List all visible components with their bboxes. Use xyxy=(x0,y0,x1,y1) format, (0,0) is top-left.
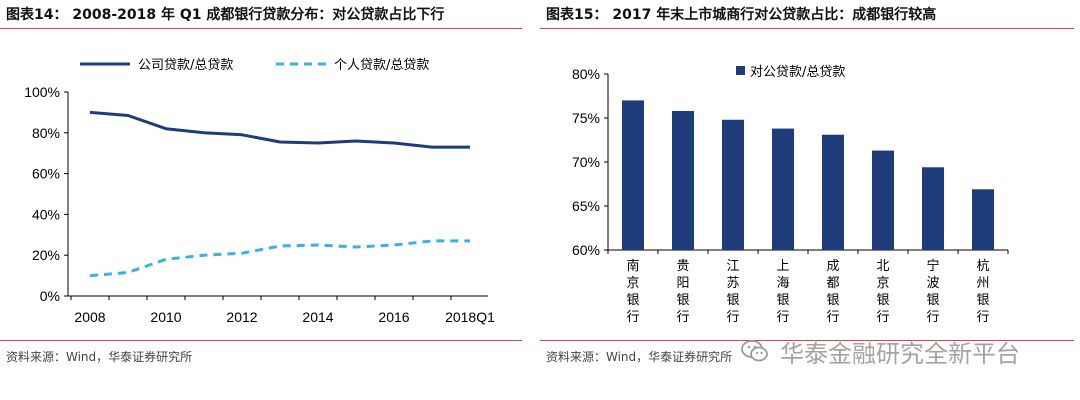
source-note: 资料来源：Wind，华泰证券研究所 xyxy=(546,350,733,364)
y-tick-label: 65% xyxy=(572,198,600,214)
bar xyxy=(822,134,844,250)
y-tick-label: 100% xyxy=(24,84,60,100)
legend-swatch xyxy=(736,66,745,75)
source-note: 资料来源：Wind，华泰证券研究所 xyxy=(6,350,193,364)
watermark: 华泰金融研究全新平台 xyxy=(740,334,1060,368)
y-tick-label: 60% xyxy=(572,242,600,258)
x-tick-label: 上海银行 xyxy=(776,259,789,325)
bar xyxy=(972,189,994,250)
legend-label-2: 个人贷款/总贷款 xyxy=(334,58,429,73)
bar xyxy=(672,110,694,251)
y-tick-label: 75% xyxy=(572,110,600,126)
series-line-2 xyxy=(89,239,470,278)
x-tick-label: 2008 xyxy=(74,309,105,325)
x-tick-label: 2010 xyxy=(150,309,181,325)
watermark-text: 华泰金融研究全新平台 xyxy=(780,340,1020,368)
x-tick-label: 杭州银行 xyxy=(976,259,989,325)
bar xyxy=(622,100,644,251)
y-tick-label: 80% xyxy=(32,125,60,141)
title-rule xyxy=(540,28,1074,29)
bar xyxy=(722,119,744,250)
series-line-1 xyxy=(89,110,470,149)
x-tick-label: 2014 xyxy=(302,309,333,325)
footer-rule xyxy=(540,340,1074,341)
title-rule xyxy=(0,28,522,29)
bar xyxy=(872,150,894,250)
x-tick-label: 宁波银行 xyxy=(926,258,939,325)
chart-title: 图表15： 2017 年末上市城商行对公贷款占比：成都银行较高 xyxy=(546,7,937,23)
x-tick-label: 成都银行 xyxy=(826,259,839,325)
x-tick-label: 贵阳银行 xyxy=(676,259,689,325)
bar xyxy=(922,167,944,250)
wechat-icon xyxy=(741,340,768,362)
chart-title: 图表14： 2008-2018 年 Q1 成都银行贷款分布：对公贷款占比下行 xyxy=(6,7,445,23)
x-tick-label: 北京银行 xyxy=(876,259,889,325)
footer-rule xyxy=(0,340,522,341)
y-tick-label: 80% xyxy=(572,66,600,82)
left-panel: 图表14： 2008-2018 年 Q1 成都银行贷款分布：对公贷款占比下行 0… xyxy=(0,0,528,400)
line-chart: 0% 20% 40% 60% 80% 100% 2008 2010 2012 2014 2016 20… xyxy=(24,58,495,325)
x-tick-label: 江苏银行 xyxy=(726,259,739,325)
y-tick-label: 0% xyxy=(40,288,60,304)
y-tick-label: 20% xyxy=(32,247,60,263)
x-tick-label: 2018Q1 xyxy=(445,309,495,325)
y-tick-label: 40% xyxy=(32,206,60,222)
bar-chart: 60% 65% 70% 75% 80% 南京银行 贵阳银行 江苏银行 上海银行 成都银行 北京银行 宁… xyxy=(572,65,1009,325)
x-tick-label: 2012 xyxy=(226,309,257,325)
y-tick-label: 70% xyxy=(572,154,600,170)
x-tick-label: 南京银行 xyxy=(626,258,639,325)
right-panel: 图表15： 2017 年末上市城商行对公贷款占比：成都银行较高 60% 65% 70… xyxy=(540,0,1080,400)
x-tick-label: 2016 xyxy=(378,309,409,325)
y-tick-label: 60% xyxy=(32,166,60,182)
legend-label-1: 公司贷款/总贷款 xyxy=(138,58,233,73)
legend-label: 对公贷款/总贷款 xyxy=(750,65,845,80)
bar xyxy=(772,128,794,250)
